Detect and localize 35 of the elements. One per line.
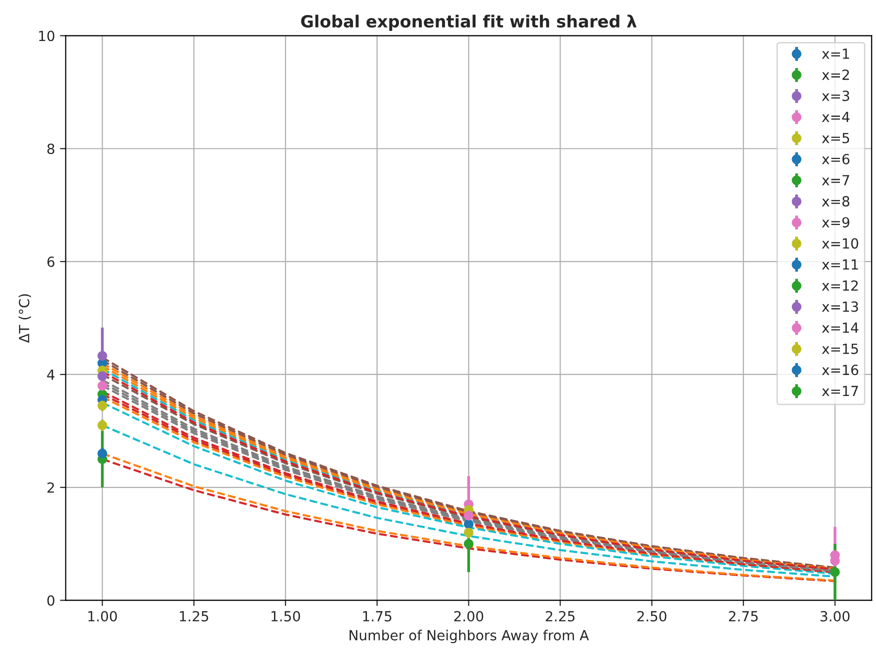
legend-label: x=2 (822, 70, 849, 80)
y-axis-title: ΔT (°C) (18, 294, 31, 343)
x-tick-label: 1.00 (88, 610, 117, 622)
legend-label: x=9 (822, 217, 850, 228)
legend-label: x=3 (822, 90, 850, 102)
legend-label: x=11 (822, 259, 858, 270)
legend-label: x=14 (822, 322, 858, 333)
x-tick-label: 1.75 (363, 611, 392, 622)
y-tick-label: 6 (47, 256, 54, 268)
y-tick-label: 10 (39, 30, 54, 42)
legend-label: x=13 (822, 301, 858, 312)
legend-label: x=17 (822, 386, 858, 396)
x-tick-label: 2.75 (728, 610, 758, 622)
x-tick-label: 1.50 (272, 610, 300, 622)
legend-label: x=1 (822, 48, 849, 59)
legend-label: x=7 (822, 175, 850, 186)
y-tick-label: 0 (47, 595, 54, 606)
x-tick-label: 2.25 (546, 610, 574, 622)
legend-label: x=12 (822, 280, 858, 291)
x-tick-label: 1.25 (180, 610, 208, 622)
x-tick-label: 2.50 (637, 610, 666, 622)
legend-label: x=5 (822, 132, 850, 144)
x-tick-label: 3.00 (820, 610, 850, 622)
y-tick-label: 2 (47, 482, 54, 493)
legend-label: x=8 (822, 196, 850, 207)
x-axis-title: Number of Neighbors Away from A (350, 630, 589, 644)
legend-label: x=4 (822, 112, 850, 122)
x-tick-label: 2.00 (454, 610, 484, 622)
chart-title: Global exponential fit with shared λ (301, 14, 637, 31)
y-tick-label: 4 (47, 370, 55, 380)
y-tick-label: 8 (47, 144, 54, 154)
legend-label: x=6 (822, 154, 850, 164)
legend-label: x=10 (822, 238, 858, 249)
legend-label: x=15 (822, 344, 858, 354)
legend-label: x=16 (822, 364, 858, 376)
